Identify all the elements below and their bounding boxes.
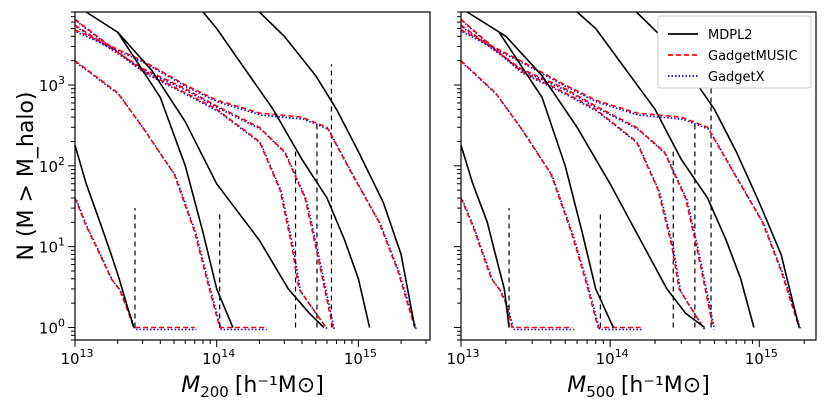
x-tick-label: 1015	[745, 347, 778, 368]
mdpl2-curve-2	[498, 31, 615, 328]
gadgetmusic-curve-5	[74, 29, 416, 328]
y-tick-label: 103	[39, 74, 65, 95]
gadgetmusic-curve-4	[460, 24, 714, 328]
y-tick-label: 102	[39, 155, 65, 176]
legend-label-gadgetx: GadgetX	[708, 70, 765, 85]
y-tick-label: 101	[39, 236, 65, 257]
x-axis-label: M200 [h⁻¹M⊙]	[181, 373, 324, 401]
plot-frame	[74, 11, 431, 341]
y-axis-label: N (M > M_halo)	[14, 92, 39, 261]
gadgetx-curve-1	[75, 199, 197, 331]
x-tick-label: 1013	[60, 347, 93, 368]
gadgetmusic-curve-3	[460, 18, 704, 328]
gadgetx-curve-3	[461, 20, 706, 330]
mdpl2-curve-1	[74, 144, 135, 328]
plot-frame	[460, 11, 817, 341]
mdpl2-curve-2	[117, 31, 234, 328]
legend: MDPL2 GadgetMUSIC GadgetX	[657, 15, 812, 89]
gadgetx-curve-4	[462, 26, 716, 330]
gadgetmusic-curve-2	[460, 60, 641, 329]
mdpl2-curve-4	[202, 11, 371, 328]
x-tick-label: 1014	[596, 347, 629, 368]
mdpl2-curve-1	[460, 144, 510, 328]
gadgetx-curve-2	[76, 62, 267, 331]
y-tick-label: 100	[39, 316, 65, 337]
legend-label-gadgetmusic: GadgetMUSIC	[708, 49, 798, 64]
x-tick-label: 1014	[202, 347, 235, 368]
gadgetmusic-curve-5	[460, 29, 800, 328]
gadgetx-curve-5	[76, 31, 418, 330]
mdpl2-curve-3	[85, 11, 325, 329]
mdpl2-curve-4	[576, 11, 755, 328]
gadgetx-curve-4	[76, 26, 336, 330]
legend-label-mdpl2: MDPL2	[708, 28, 753, 43]
mdpl2-curve-5	[258, 11, 416, 328]
mdpl2-curve-3	[466, 11, 706, 329]
gadgetmusic-curve-4	[74, 24, 334, 328]
y-axis-label-text: N (M > M_halo)	[14, 92, 39, 261]
x-tick-label: 1013	[446, 347, 479, 368]
panel-m500: 1013 1014 1015 M500 [h⁻¹M⊙]	[446, 11, 817, 401]
gadgetx-curve-2	[461, 62, 643, 331]
gadgetx-curve-1	[461, 199, 575, 331]
x-axis-label: M500 [h⁻¹M⊙]	[567, 373, 710, 401]
x-tick-label: 1015	[344, 347, 377, 368]
gadgetmusic-curve-1	[460, 197, 573, 329]
gadgetmusic-curve-2	[74, 60, 266, 329]
panel-m200: 1013 1014 1015 100 101 102 103 M200 [h⁻¹M⊙]	[39, 11, 431, 401]
